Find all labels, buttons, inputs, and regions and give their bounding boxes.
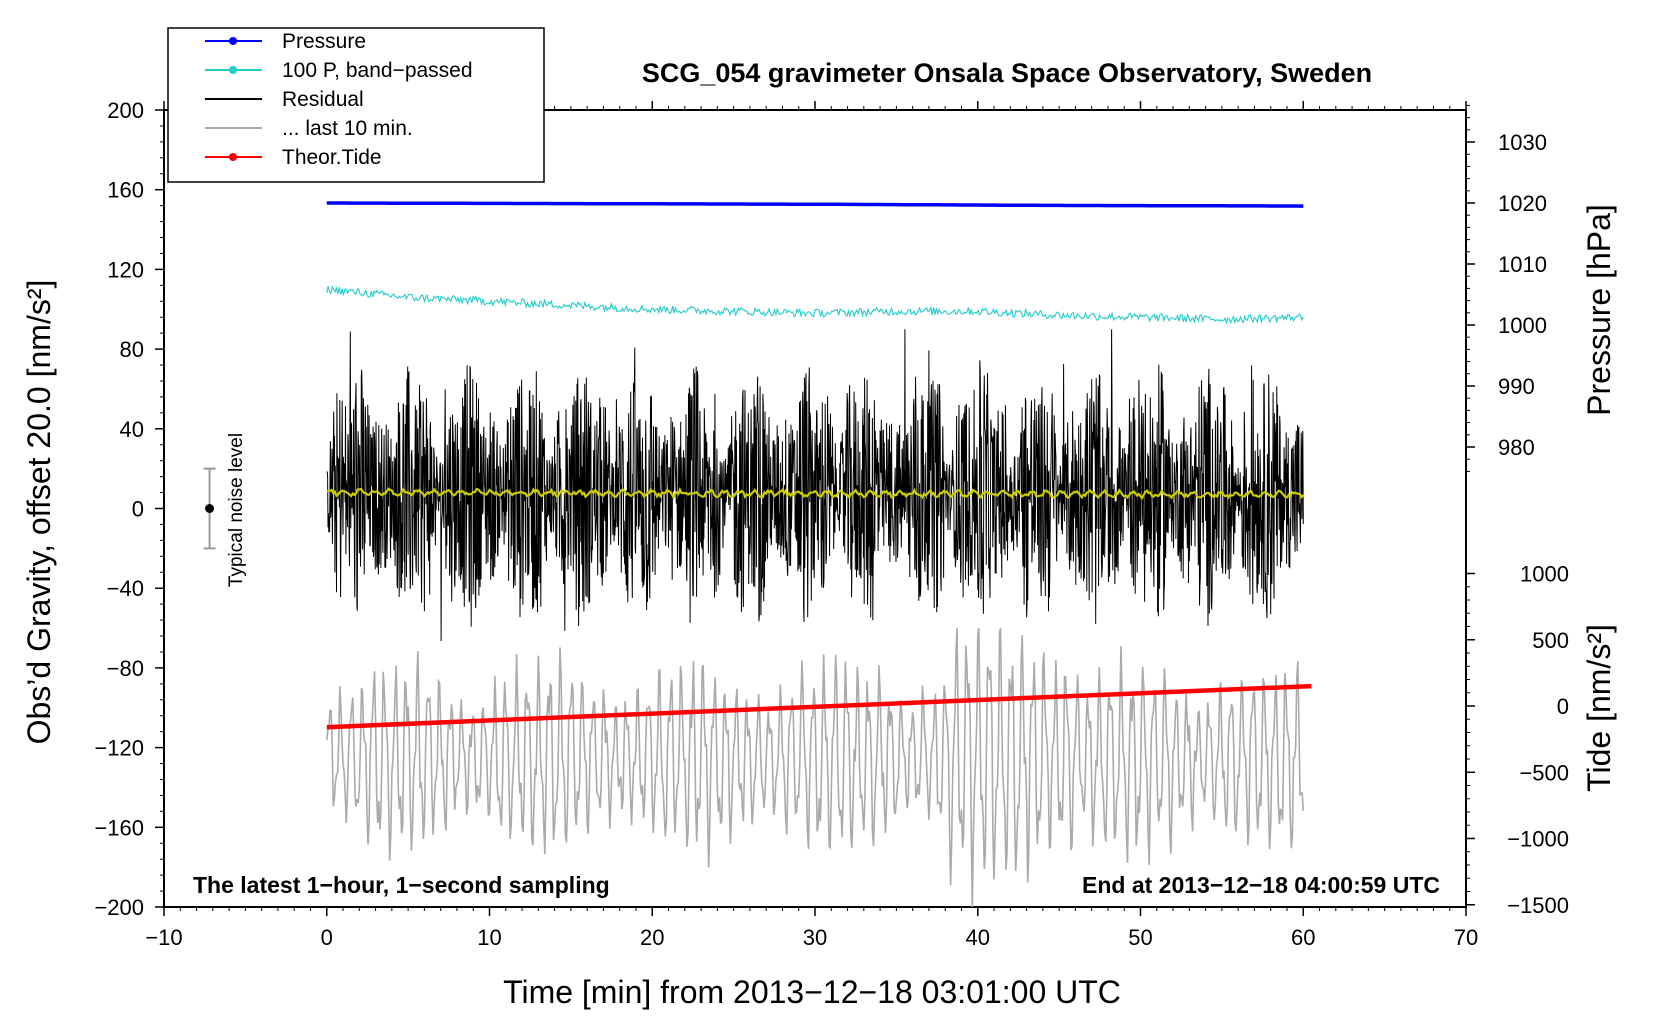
- tide-tick-label: −500: [1519, 760, 1569, 785]
- y-tick-label: −160: [94, 815, 144, 840]
- x-tick-label: 60: [1291, 925, 1315, 950]
- x-tick-label: −10: [145, 925, 182, 950]
- x-tick-label: 70: [1454, 925, 1478, 950]
- series-last-10-min: [326, 627, 1305, 908]
- tide-tick-label: 1000: [1520, 562, 1569, 587]
- series-pressure: [326, 201, 1304, 208]
- legend-label: Pressure: [282, 30, 366, 53]
- legend: Pressure 100 P, band−passed Residual ... la…: [205, 30, 473, 169]
- y-tick-label: 0: [132, 497, 144, 522]
- x-axis-title: Time [min] from 2013−12−18 03:01:00 UTC: [503, 974, 1121, 1010]
- series-residual: [326, 329, 1304, 642]
- legend-label: ... last 10 min.: [282, 117, 413, 140]
- y-tick-label: −40: [107, 576, 144, 601]
- pressure-tick-label: 1010: [1498, 252, 1547, 277]
- x-tick-label: 0: [321, 925, 333, 950]
- pressure-tick-label: 1030: [1498, 130, 1547, 155]
- pressure-tick-label: 1020: [1498, 191, 1547, 216]
- tide-tick-label: −1000: [1507, 827, 1569, 852]
- y-tick-label: −200: [94, 895, 144, 920]
- noise-level-label: Typical noise level: [226, 433, 247, 587]
- series-theor-tide: [326, 683, 1312, 730]
- y-tick-label: −80: [107, 656, 144, 681]
- legend-label: Residual: [282, 88, 364, 111]
- pressure-tick-label: 1000: [1498, 313, 1547, 338]
- y-tick-label: 200: [107, 98, 144, 123]
- x-tick-label: 10: [477, 925, 501, 950]
- legend-swatch-marker: [229, 153, 237, 161]
- labels-layer: −10 0 10 20 30 40 50 60 7020016012080400−40−80−1…: [94, 98, 1569, 950]
- tide-tick-label: 500: [1532, 628, 1569, 653]
- series-residual-smoothed: [326, 487, 1305, 500]
- pressure-tick-label: 990: [1498, 374, 1535, 399]
- annotation-bottom-right: End at 2013−12−18 04:00:59 UTC: [1082, 872, 1440, 898]
- legend-swatch-marker: [229, 66, 237, 74]
- noise-bar-center: [205, 504, 215, 513]
- annotation-bottom-left: The latest 1−hour, 1−second sampling: [193, 872, 610, 898]
- y-tick-label: 80: [120, 337, 144, 362]
- tide-tick-label: −1500: [1507, 893, 1569, 918]
- chart-title: SCG_054 gravimeter Onsala Space Observat…: [642, 58, 1372, 88]
- y-tick-label: 160: [107, 178, 144, 203]
- tide-tick-label: 0: [1557, 694, 1569, 719]
- y-axis-title-tide: Tide [nm/s²]: [1581, 624, 1617, 792]
- y-tick-label: 120: [107, 257, 144, 282]
- x-tick-label: 30: [803, 925, 827, 950]
- y-tick-label: −120: [94, 736, 144, 761]
- y-tick-label: 40: [120, 417, 144, 442]
- y-axis-title-pressure: Pressure [hPa]: [1581, 204, 1617, 416]
- series-pressure-bandpassed: [326, 284, 1304, 325]
- legend-label: 100 P, band−passed: [282, 59, 473, 82]
- series-layer: [203, 201, 1312, 908]
- x-tick-label: 20: [640, 925, 664, 950]
- x-tick-label: 50: [1128, 925, 1152, 950]
- y-axis-title-left: Obs’d Gravity, offset 20.0 [nm/s²]: [21, 280, 57, 745]
- legend-label: Theor.Tide: [282, 146, 382, 169]
- legend-swatch-marker: [229, 37, 237, 45]
- pressure-tick-label: 980: [1498, 435, 1535, 460]
- x-tick-label: 40: [966, 925, 990, 950]
